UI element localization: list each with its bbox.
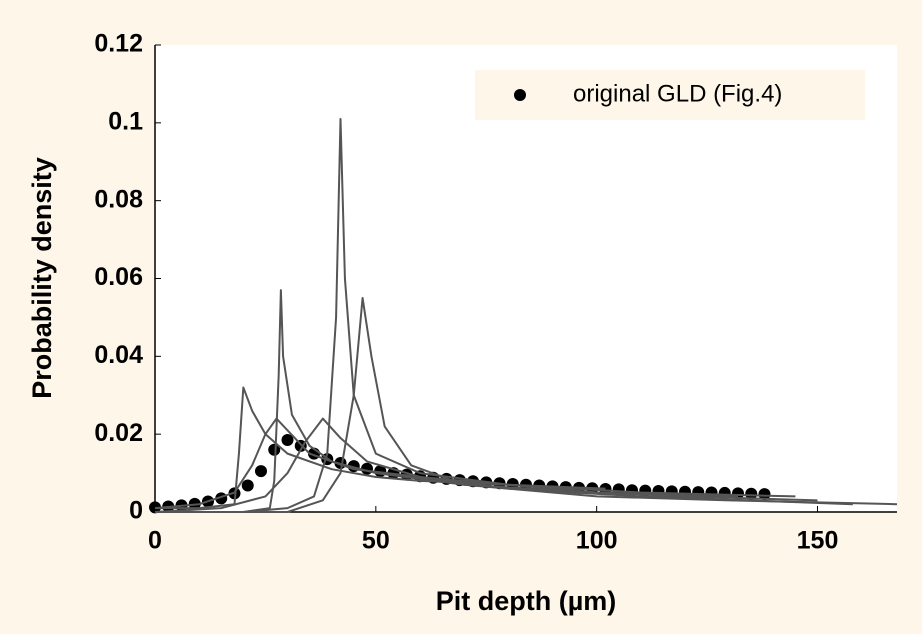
y-tick-label: 0.08 <box>94 185 143 213</box>
x-tick-label: 50 <box>362 527 390 555</box>
y-axis-label: Probability density <box>27 157 57 399</box>
legend-label: original GLD (Fig.4) <box>573 80 782 107</box>
data-line <box>155 117 818 513</box>
x-tick-label: 0 <box>148 527 162 555</box>
x-tick-label: 150 <box>797 527 839 555</box>
data-point <box>268 443 281 456</box>
data-point <box>241 479 254 492</box>
y-tick-label: 0.04 <box>94 341 143 369</box>
y-tick-label: 0.1 <box>108 107 143 135</box>
y-tick-label: 0 <box>129 497 143 525</box>
data-point <box>745 487 758 500</box>
legend-box <box>475 70 865 120</box>
y-tick-label: 0.12 <box>94 30 143 58</box>
legend-marker <box>514 89 526 101</box>
data-line <box>155 296 898 513</box>
x-tick-label: 100 <box>576 527 618 555</box>
data-line <box>154 417 796 510</box>
y-tick-label: 0.02 <box>94 419 143 447</box>
x-axis-label: Pit depth (µm) <box>436 586 617 616</box>
data-point <box>281 434 294 447</box>
plot-area <box>155 45 897 512</box>
data-point <box>255 465 267 478</box>
y-tick-label: 0.06 <box>94 263 143 291</box>
data-line <box>155 289 739 513</box>
data-line <box>154 417 853 513</box>
data-point <box>758 488 771 501</box>
